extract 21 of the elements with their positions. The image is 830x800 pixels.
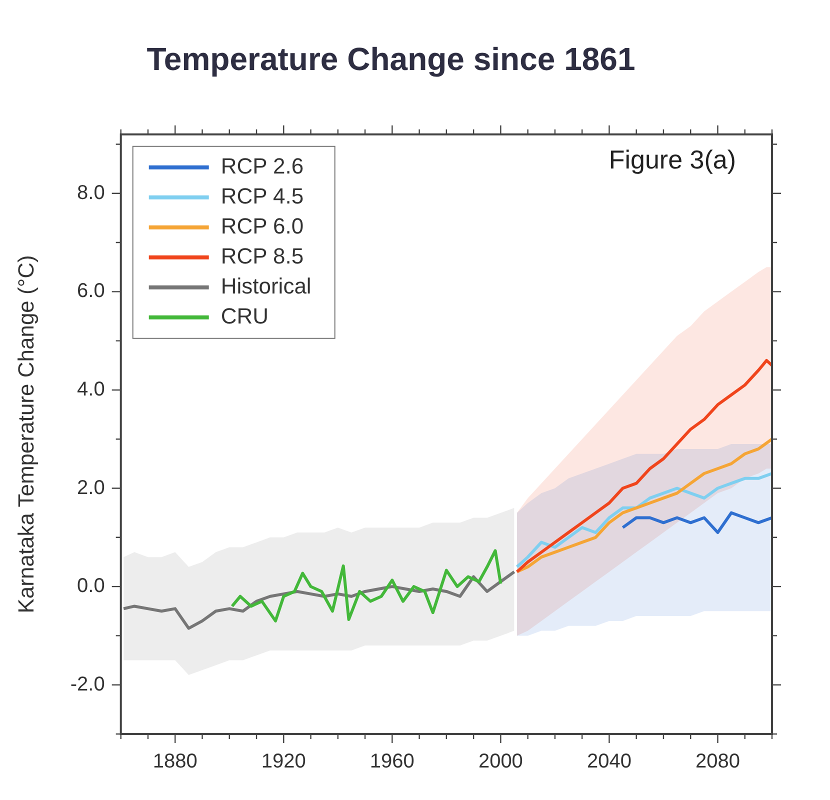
x-tick-label: 2040 <box>586 750 632 773</box>
legend-label: RCP 2.6 <box>220 153 304 178</box>
legend-label: Historical <box>220 273 312 298</box>
chart-title: Temperature Change since 1861 <box>146 41 636 78</box>
legend-label: RCP 8.5 <box>220 243 304 268</box>
y-tick-label: 8.0 <box>77 182 105 204</box>
x-tick-label: 1960 <box>370 750 414 773</box>
y-tick-label: 0.0 <box>77 575 105 598</box>
y-tick-label: 2.0 <box>77 476 105 499</box>
legend-label: CRU <box>220 303 269 328</box>
x-tick-label: 1920 <box>261 750 306 773</box>
x-tick-label: 1880 <box>152 750 198 773</box>
annotation: Figure 3(a) <box>608 144 736 175</box>
x-tick-label: 2080 <box>695 750 740 773</box>
legend-label: RCP 4.5 <box>220 183 304 208</box>
y-tick-label: -2.0 <box>70 673 105 696</box>
x-tick-label: 2000 <box>478 750 523 773</box>
legend-label: RCP 6.0 <box>220 213 304 238</box>
y-tick-label: 4.0 <box>77 378 105 400</box>
y-axis-title: Karnataka Temperature Change (°C) <box>13 255 38 614</box>
y-tick-label: 6.0 <box>77 280 105 302</box>
